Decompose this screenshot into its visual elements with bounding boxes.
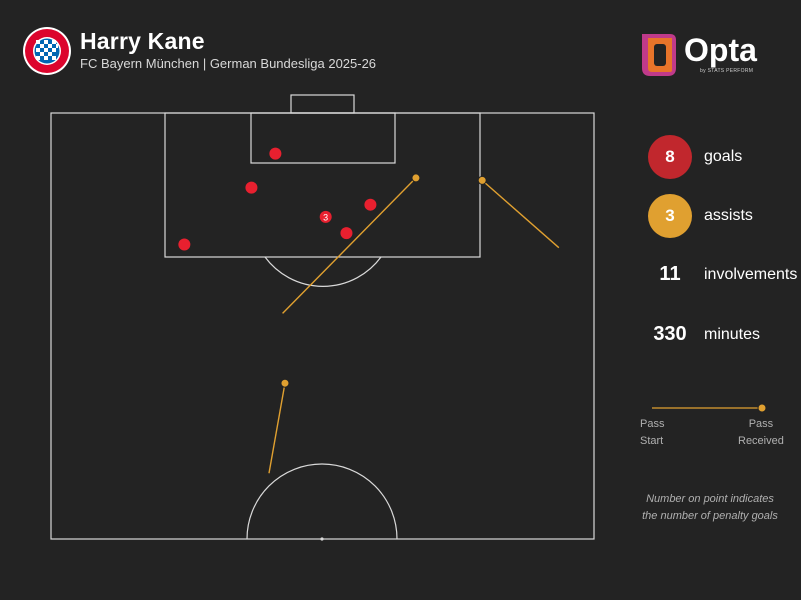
involvements-count: 11 bbox=[659, 263, 681, 285]
centre-circle-arc bbox=[246, 463, 398, 540]
minutes-count: 330 bbox=[653, 323, 687, 345]
pitch-outline bbox=[50, 112, 595, 540]
goal-frame bbox=[290, 94, 355, 114]
legend-pass-start: Pass Start bbox=[640, 418, 665, 447]
minutes-label: minutes bbox=[704, 326, 761, 343]
legend-pass-received: Pass Received bbox=[738, 418, 784, 447]
player-name: Harry Kane bbox=[80, 28, 205, 54]
team-competition: FC Bayern München | German Bundesliga 20… bbox=[80, 56, 377, 71]
assist-pass-line bbox=[481, 179, 560, 249]
goal-point bbox=[319, 210, 332, 223]
opta-wordmark: Opta bbox=[684, 32, 757, 68]
assist-received-point bbox=[477, 175, 487, 185]
assist-received-point bbox=[411, 173, 421, 183]
goal-point bbox=[340, 227, 353, 240]
goals-count-badge: 8 bbox=[648, 135, 692, 179]
assist-pass-line bbox=[282, 177, 417, 314]
centre-spot bbox=[320, 537, 324, 541]
fc-bayern-badge bbox=[23, 27, 71, 75]
goals-label: goals bbox=[704, 148, 743, 165]
involvements-label: involvements bbox=[704, 266, 798, 283]
penalty-arc bbox=[264, 256, 382, 287]
opta-byline: by STATS PERFORM bbox=[700, 68, 754, 74]
penalty-note: Number on point indicates the number of … bbox=[642, 493, 778, 522]
goal-point bbox=[269, 147, 282, 160]
pass-legend-line bbox=[652, 403, 767, 413]
penalty-area bbox=[164, 112, 481, 258]
assists-count-badge: 3 bbox=[648, 194, 692, 238]
assist-received-point bbox=[280, 378, 290, 388]
goal-point bbox=[245, 181, 258, 194]
goal-point bbox=[178, 238, 191, 251]
penalty-goal-count: 3 bbox=[323, 212, 328, 222]
goal-point bbox=[364, 198, 377, 211]
assist-pass-line bbox=[268, 383, 286, 474]
opta-logo bbox=[642, 34, 676, 76]
assists-label: assists bbox=[704, 207, 753, 224]
legend-received-dot bbox=[757, 403, 767, 413]
